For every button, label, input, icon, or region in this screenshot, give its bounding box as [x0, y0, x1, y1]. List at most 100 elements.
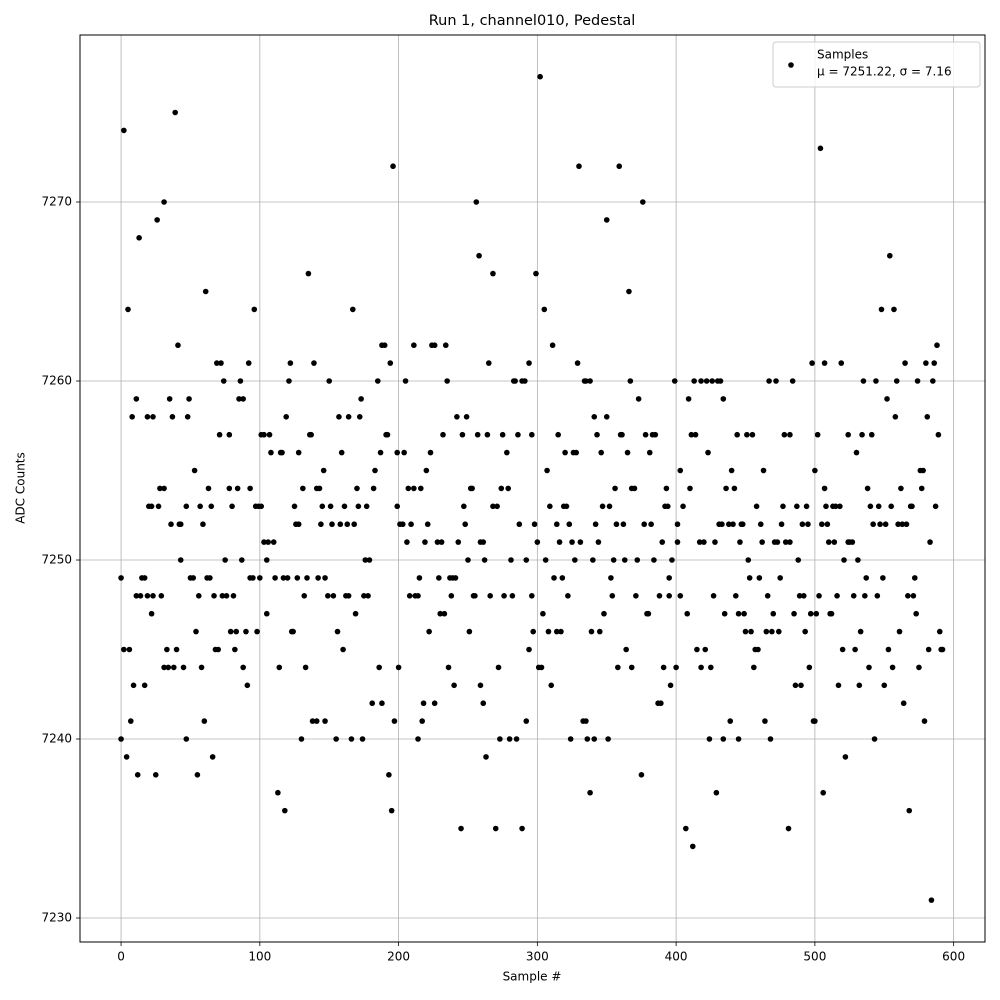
data-point: [598, 449, 604, 456]
data-point: [370, 485, 377, 492]
data-point: [519, 825, 525, 832]
data-point: [523, 718, 530, 724]
data-point: [327, 503, 334, 510]
data-point: [541, 306, 548, 313]
data-point: [551, 575, 557, 581]
data-point: [735, 736, 742, 742]
data-point: [322, 718, 328, 724]
data-point: [874, 593, 881, 599]
data-point: [925, 646, 932, 653]
data-point: [302, 664, 309, 671]
data-point: [537, 73, 543, 80]
data-point: [688, 431, 695, 438]
data-point: [749, 431, 756, 438]
data-point: [533, 270, 539, 277]
data-point: [900, 700, 907, 707]
data-point: [345, 593, 352, 599]
data-point: [295, 521, 302, 528]
data-point: [608, 575, 614, 581]
data-point: [577, 539, 584, 545]
data-point: [792, 682, 799, 689]
data-point: [191, 467, 198, 474]
data-point: [173, 646, 180, 653]
data-point: [356, 414, 363, 420]
data-point: [726, 521, 732, 528]
data-point: [864, 485, 871, 492]
data-point: [318, 521, 324, 528]
data-point: [828, 610, 835, 617]
data-point: [325, 593, 331, 599]
data-point: [244, 682, 251, 689]
data-point: [386, 772, 392, 778]
data-point: [730, 521, 736, 528]
data-point: [603, 217, 610, 223]
data-point: [205, 485, 212, 492]
data-point: [791, 610, 797, 617]
data-point: [613, 521, 620, 528]
x-tick-label: 500: [803, 950, 826, 964]
data-point: [905, 593, 911, 599]
data-point: [129, 414, 135, 420]
data-point: [767, 736, 774, 742]
data-point: [416, 575, 423, 581]
data-point: [376, 664, 382, 671]
data-point: [526, 646, 532, 653]
data-point: [667, 682, 674, 689]
data-point: [616, 163, 623, 170]
data-point: [868, 431, 875, 438]
x-tick-label: 600: [942, 950, 965, 964]
data-point: [529, 431, 535, 438]
data-point: [476, 252, 482, 259]
data-point: [195, 593, 202, 599]
data-point: [866, 664, 872, 671]
data-point: [490, 270, 496, 277]
data-point: [197, 503, 203, 510]
data-point: [852, 646, 858, 653]
data-point: [895, 521, 901, 528]
data-point: [123, 754, 130, 760]
data-point: [377, 449, 384, 456]
data-point: [338, 449, 345, 456]
data-point: [415, 593, 421, 599]
data-point: [588, 628, 595, 635]
data-point: [207, 575, 213, 581]
data-point: [591, 736, 598, 742]
data-point: [899, 521, 906, 528]
data-point: [512, 378, 518, 384]
data-point: [232, 646, 238, 653]
data-point: [175, 342, 181, 349]
data-point: [627, 378, 634, 384]
data-point: [732, 593, 739, 599]
data-point: [466, 628, 473, 635]
data-point: [451, 682, 457, 689]
data-point: [770, 610, 777, 617]
data-point: [411, 485, 417, 492]
data-point: [862, 593, 868, 599]
data-point: [184, 414, 191, 420]
data-point: [497, 736, 503, 742]
data-point: [354, 485, 360, 492]
data-point: [240, 396, 246, 402]
data-point: [590, 557, 596, 563]
data-point: [612, 485, 618, 492]
data-point: [549, 342, 556, 349]
data-point: [220, 378, 227, 384]
data-point: [399, 521, 406, 528]
data-point: [884, 396, 890, 402]
data-point: [621, 557, 628, 563]
data-point: [857, 628, 864, 635]
data-point: [914, 378, 921, 384]
data-point: [158, 593, 165, 599]
data-point: [280, 575, 287, 581]
data-point: [796, 593, 803, 599]
data-point: [366, 557, 373, 563]
data-point: [275, 789, 281, 796]
data-point: [652, 431, 659, 438]
data-point: [340, 646, 346, 653]
data-point: [824, 521, 831, 528]
data-point: [592, 521, 599, 528]
data-point: [198, 664, 205, 671]
data-point: [516, 521, 523, 528]
data-point: [687, 485, 693, 492]
